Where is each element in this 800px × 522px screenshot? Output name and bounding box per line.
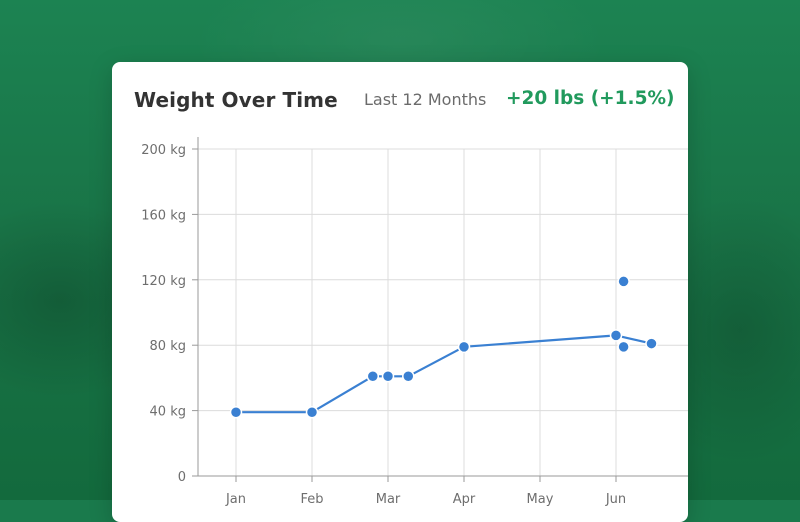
y-tick-label: 200 kg: [141, 143, 186, 158]
data-point: [402, 370, 415, 383]
data-point: [457, 340, 471, 354]
card-header: Weight Over Time Last 12 Months +20 lbs …: [112, 62, 688, 138]
card-title: Weight Over Time: [134, 88, 338, 112]
y-tick-label: 160 kg: [141, 208, 186, 223]
data-point: [229, 405, 243, 419]
data-point: [609, 329, 623, 342]
outlier-point: [617, 340, 630, 354]
series-line: [236, 334, 652, 414]
data-point: [305, 405, 319, 419]
weight-chart-card: Weight Over Time Last 12 Months +20 lbs …: [112, 62, 688, 522]
y-tick-label: 40 kg: [150, 405, 186, 420]
data-point: [381, 370, 395, 383]
weight-change-badge: +20 lbs (+1.5%): [506, 88, 675, 109]
data-point: [366, 370, 380, 383]
y-tick-label: 0: [178, 470, 186, 485]
data-point: [645, 337, 658, 350]
y-tick-label: 120 kg: [141, 274, 186, 289]
range-selector[interactable]: Last 12 Months: [364, 90, 487, 109]
y-tick-label: 80 kg: [150, 339, 186, 354]
outlier-point: [617, 275, 630, 288]
